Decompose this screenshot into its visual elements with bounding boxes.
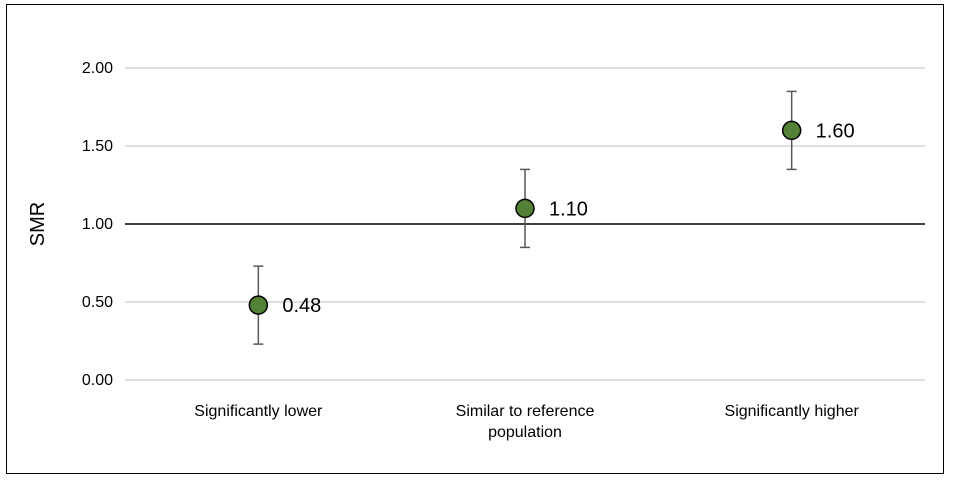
data-label: 0.48 <box>282 295 321 317</box>
y-tick-label: 0.00 <box>82 372 113 389</box>
data-point <box>781 120 802 141</box>
data-label: 1.10 <box>549 198 588 220</box>
data-points <box>248 120 802 315</box>
category-label: Similar to reference <box>456 403 595 420</box>
category-label: population <box>488 424 562 441</box>
category-labels: Significantly lower Similar to reference p… <box>194 403 859 441</box>
category-label: Significantly higher <box>725 403 860 420</box>
y-tick-label: 1.00 <box>82 216 113 233</box>
category-label: Significantly lower <box>194 403 323 420</box>
data-point <box>515 198 535 219</box>
chart-frame <box>6 4 944 474</box>
y-axis-label: SMR <box>27 202 49 246</box>
y-tick-label: 0.50 <box>82 294 113 311</box>
y-tick-label: 2.00 <box>82 60 113 77</box>
data-labels: 0.48 1.10 1.60 <box>282 120 854 317</box>
data-point <box>248 295 269 315</box>
data-label: 1.60 <box>816 120 855 142</box>
y-tick-labels: 0.00 0.50 1.00 1.50 2.00 <box>82 60 113 389</box>
y-tick-label: 1.50 <box>82 138 113 155</box>
